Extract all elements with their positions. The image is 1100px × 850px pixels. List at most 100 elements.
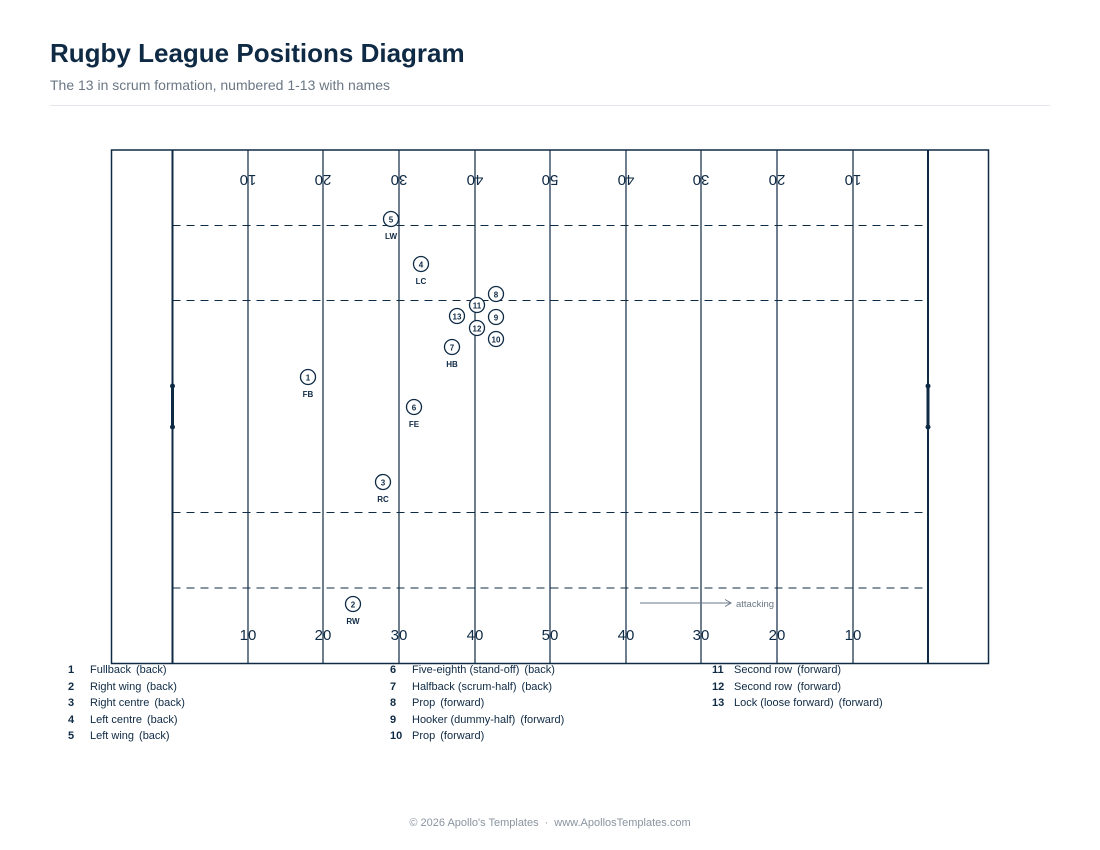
legend-role: (back) — [524, 664, 555, 676]
legend-role: (forward) — [440, 730, 485, 743]
legend-role: (forward) — [797, 680, 842, 693]
yard-label-bottom: 10 — [240, 627, 257, 644]
legend-role: (back) — [521, 680, 553, 693]
yard-label-top: 20 — [315, 171, 332, 188]
player-marker — [468, 319, 486, 337]
legend-item: 2 Right wing (back) — [68, 679, 185, 696]
player-marker — [487, 308, 505, 326]
player-position-abbr: FB — [303, 390, 314, 399]
header-divider — [50, 105, 1050, 106]
player-number: 7 — [450, 344, 455, 353]
legend-column-3: 11 Second row (forward) 12 Second row (forwar… — [712, 662, 883, 712]
player-number: 5 — [389, 216, 394, 225]
player-marker — [487, 285, 505, 303]
goal-posts-right — [925, 383, 931, 430]
legend-position-name: Right centre — [90, 697, 150, 710]
player-number: 12 — [473, 325, 482, 334]
legend-item: 11 Second row (forward) — [712, 662, 883, 679]
page-subtitle: The 13 in scrum formation, numbered 1-13… — [50, 77, 391, 93]
yard-label-bottom: 20 — [769, 627, 786, 644]
player-12: 12 — [468, 319, 486, 337]
legend-role: (forward) — [440, 697, 485, 710]
footer: © 2026 Apollo's Templates · www.ApollosTem… — [0, 817, 1100, 829]
yard-label-top: 40 — [467, 171, 484, 188]
legend-position-name: Prop — [412, 697, 436, 710]
legend-item: 9 Hooker (dummy-half) (forward) — [390, 712, 564, 729]
player-marker — [487, 330, 505, 348]
player-marker — [382, 210, 400, 228]
legend-number: 6 — [390, 664, 397, 676]
legend-position-name: Five-eighth (stand-off) — [412, 664, 520, 676]
player-13: 13 — [448, 307, 466, 325]
legend-number: 10 — [390, 730, 403, 743]
player-marker — [468, 296, 486, 314]
yard-label-top: 20 — [769, 171, 786, 188]
player-number: 4 — [419, 261, 424, 270]
legend-position-name: Left wing — [90, 730, 135, 743]
legend-number: 4 — [68, 713, 75, 726]
legend-item: 4 Left centre (back) — [68, 712, 185, 729]
yard-lines: 10 10 20 20 30 30 40 40 50 50 40 40 30 30 20 20 10 10 — [240, 150, 862, 664]
legend-item: 5 Left wing (back) — [68, 728, 185, 745]
legend-position-name: Second row — [734, 680, 793, 693]
player-9: 9 — [487, 308, 505, 326]
page-title: Rugby League Positions Diagram — [50, 38, 465, 68]
legend-number: 7 — [390, 680, 397, 693]
legend-column-1: 1 Fullback (back) 2 Right wing (back) 3 Right c… — [68, 662, 185, 745]
player-number: 6 — [412, 404, 417, 413]
player-8: 8 — [487, 285, 505, 303]
player-marker — [448, 307, 466, 325]
legend-position-name: Left centre — [90, 713, 142, 726]
legend-number: 13 — [712, 697, 725, 710]
yard-label-bottom: 40 — [467, 627, 484, 644]
yard-label-bottom: 40 — [618, 627, 635, 644]
player-position-abbr: HB — [446, 360, 458, 369]
player-position-abbr: RW — [346, 617, 360, 626]
legend-number: 11 — [712, 664, 724, 676]
yard-label-top: 10 — [845, 171, 862, 188]
player-1: 1 FB — [299, 368, 317, 399]
footer-website[interactable]: www.ApollosTemplates.com — [554, 817, 691, 829]
player-5: 5 LW — [382, 210, 400, 241]
player-number: 11 — [473, 302, 482, 311]
legend-number: 2 — [68, 680, 75, 693]
legend-position-name: Second row — [734, 664, 793, 676]
legend-item: 10 Prop (forward) — [390, 728, 564, 745]
legend-role: (back) — [139, 730, 170, 743]
yard-label-bottom: 10 — [845, 627, 862, 644]
yard-label-top: 10 — [240, 171, 257, 188]
player-position-abbr: LC — [416, 277, 427, 286]
player-7: 7 HB — [443, 338, 461, 369]
legend-position-name: Prop — [412, 730, 436, 743]
legend-position-name: Hooker (dummy-half) — [412, 713, 516, 726]
player-number: 8 — [494, 291, 499, 300]
legend-item: 13 Lock (loose forward) (forward) — [712, 695, 883, 712]
yard-label-top: 40 — [618, 171, 635, 188]
legend-role: (back) — [135, 664, 167, 676]
player-4: 4 LC — [412, 255, 430, 286]
players: 1 FB 2 RW 3 RC 4 LC 5 LW 6 FE 7 HB 8 9 10 11 12 13 — [299, 210, 505, 626]
player-marker — [405, 398, 423, 416]
legend-position-name: Right wing — [90, 680, 142, 693]
legend-role: (back) — [146, 713, 178, 726]
legend-item: 12 Second row (forward) — [712, 679, 883, 696]
legend-number: 3 — [68, 697, 75, 710]
player-number: 10 — [492, 336, 501, 345]
player-number: 3 — [381, 479, 386, 488]
legend-item: 8 Prop (forward) — [390, 695, 564, 712]
player-position-abbr: LW — [385, 232, 397, 241]
yard-label-top: 50 — [542, 171, 559, 188]
legend-number: 9 — [390, 713, 397, 726]
yard-label-bottom: 30 — [391, 627, 408, 644]
attacking-direction: attacking — [640, 599, 774, 610]
player-2: 2 RW — [344, 595, 362, 626]
legend-role: (forward) — [797, 664, 842, 676]
player-10: 10 — [487, 330, 505, 348]
legend-position-name: Halfback (scrum-half) — [412, 680, 517, 693]
legend-role: (forward) — [520, 713, 565, 726]
footer-copyright: © 2026 Apollo's Templates — [409, 817, 539, 829]
legend-item: 6 Five-eighth (stand-off) (back) — [390, 662, 564, 679]
player-number: 9 — [494, 314, 499, 323]
legend-item: 1 Fullback (back) — [68, 662, 185, 679]
